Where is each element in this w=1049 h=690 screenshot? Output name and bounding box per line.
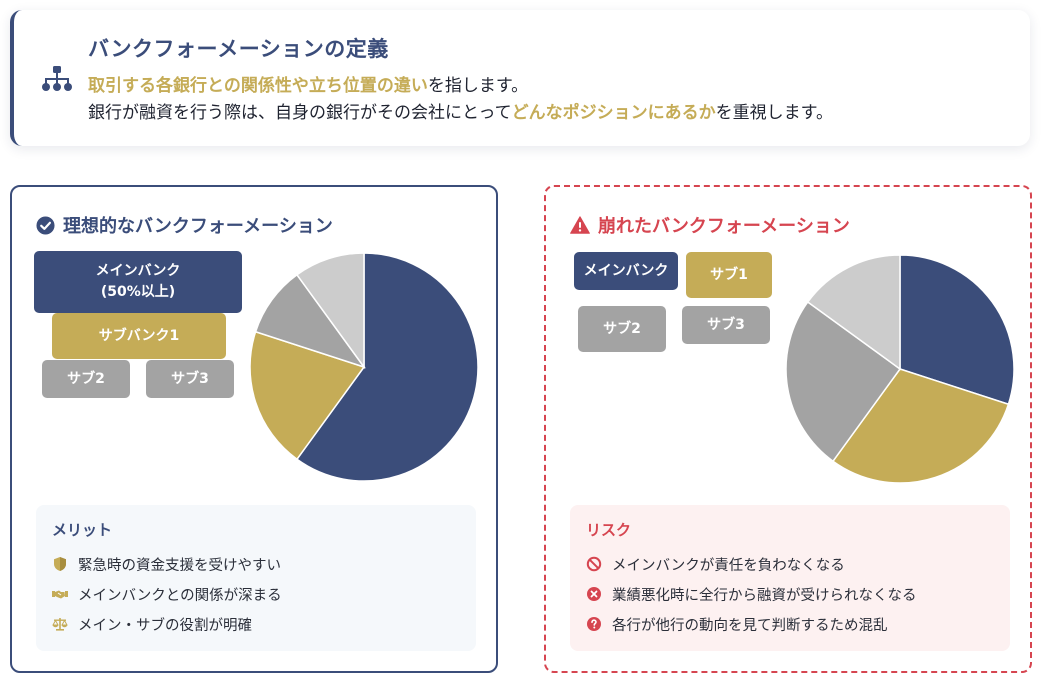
- risk-text: メインバンクが責任を負わなくなる: [612, 557, 845, 574]
- ideal-pie-slice-1: [295, 252, 479, 482]
- definition-text-1: を指します。: [427, 76, 529, 96]
- risk-item: 各行が他行の動向を見て判断するため混乱: [586, 609, 994, 639]
- broken-pie-slice-1: [899, 254, 1015, 406]
- broken-formation-title: 崩れたバンクフォーメーション: [570, 212, 850, 238]
- ideal-formation-panel: 理想的なバンクフォーメーション メインバンク (50%以上) サブバンク1 サブ…: [10, 185, 498, 673]
- ideal-pie-slice-4: [295, 252, 365, 370]
- merit-item: 緊急時の資金支援を受けやすい: [52, 549, 460, 579]
- merit-item: メイン・サブの役割が明確: [52, 609, 460, 639]
- times-circle-icon: [587, 587, 601, 601]
- shield-icon: [54, 557, 66, 571]
- ideal-main-bank-box: メインバンク (50%以上): [34, 251, 242, 313]
- ideal-sub-bank-1-box: サブバンク1: [52, 313, 226, 359]
- ideal-main-bank-share: (50%以上): [100, 284, 176, 300]
- sitemap-icon: [42, 66, 72, 91]
- ideal-formation-title: 理想的なバンクフォーメーション: [36, 212, 333, 238]
- broken-main-bank-box: メインバンク: [574, 252, 678, 290]
- merit-text: メインバンクとの関係が深まる: [78, 587, 282, 604]
- broken-formation-panel: 崩れたバンクフォーメーション メインバンク サブ1 サブ2 サブ3 リスク メイ…: [544, 185, 1032, 673]
- definition-highlight-2: どんなポジションにあるか: [511, 103, 716, 123]
- ideal-main-bank-label: メインバンク: [95, 263, 181, 279]
- ideal-sub-2-box: サブ2: [42, 360, 130, 398]
- balance-scale-icon: [52, 618, 68, 631]
- definition-highlight-1: 取引する各銀行との関係性や立ち位置の違い: [88, 76, 428, 96]
- definition-line-2: 銀行が融資を行う際は、自身の銀行がその会社にとってどんなポジションにあるかを重視…: [88, 98, 833, 123]
- check-circle-icon: [36, 215, 55, 235]
- risk-text: 業績悪化時に全行から融資が受けられなくなる: [612, 587, 917, 604]
- risks-box: リスク メインバンクが責任を負わなくなる 業績悪化時に全行から融資が受けられなく…: [570, 505, 1010, 651]
- ideal-sub-3-box: サブ3: [146, 360, 234, 398]
- ideal-pie-chart: [249, 252, 479, 482]
- broken-pie-chart: [785, 254, 1015, 484]
- handshake-icon: [52, 590, 68, 599]
- broken-sub-3-box: サブ3: [682, 306, 770, 344]
- definition-title: バンクフォーメーションの定義: [88, 37, 389, 61]
- broken-formation-title-text: 崩れたバンクフォーメーション: [598, 216, 850, 237]
- ban-icon: [586, 556, 602, 572]
- ideal-pie-slice-3: [254, 273, 366, 369]
- merits-title: メリット: [52, 521, 113, 539]
- broken-pie-slice-4: [806, 254, 901, 371]
- question-circle-icon: [587, 617, 601, 631]
- definition-line-1: 取引する各銀行との関係性や立ち位置の違いを指します。: [88, 71, 528, 96]
- risk-text: 各行が他行の動向を見て判断するため混乱: [612, 617, 888, 634]
- broken-pie-slice-2: [831, 368, 1010, 484]
- warning-icon: [570, 216, 590, 234]
- definition-text-2a: 銀行が融資を行う際は、自身の銀行がその会社にとって: [88, 103, 512, 123]
- broken-sub-2-box: サブ2: [578, 306, 666, 352]
- broken-sub-1-box: サブ1: [686, 252, 772, 298]
- broken-pie-slice-3: [785, 300, 902, 463]
- definition-text-2b: を重視します。: [715, 103, 833, 123]
- merit-text: 緊急時の資金支援を受けやすい: [78, 557, 281, 574]
- risks-title: リスク: [586, 521, 632, 539]
- risk-item: メインバンクが責任を負わなくなる: [586, 549, 994, 579]
- risk-item: 業績悪化時に全行から融資が受けられなくなる: [586, 579, 994, 609]
- ideal-formation-title-text: 理想的なバンクフォーメーション: [63, 216, 333, 237]
- ideal-pie-slice-2: [249, 330, 366, 461]
- merit-text: メイン・サブの役割が明確: [78, 617, 252, 634]
- merits-box: メリット 緊急時の資金支援を受けやすい メインバンクとの関係が深まる: [36, 505, 476, 651]
- definition-card: バンクフォーメーションの定義 取引する各銀行との関係性や立ち位置の違いを指します…: [10, 10, 1030, 146]
- merit-item: メインバンクとの関係が深まる: [52, 579, 460, 609]
